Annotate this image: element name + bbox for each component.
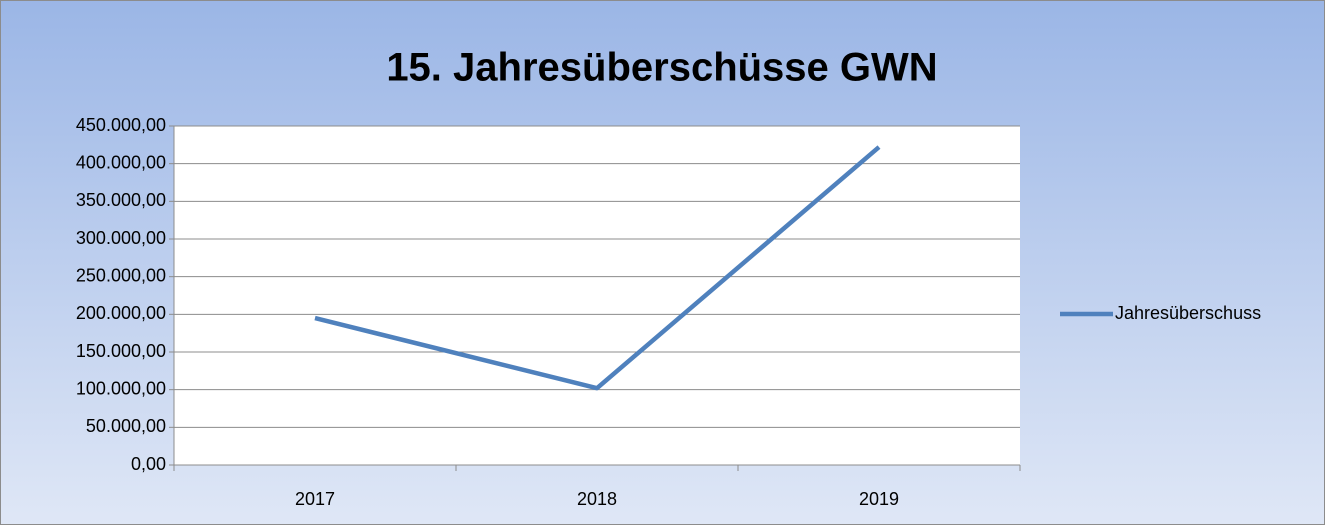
y-tick-label: 300.000,00 [76, 228, 166, 248]
y-tick-label: 350.000,00 [76, 190, 166, 210]
y-tick-label: 450.000,00 [76, 115, 166, 135]
y-tick-label: 200.000,00 [76, 303, 166, 323]
legend-label: Jahresüberschuss [1115, 303, 1261, 323]
series-line [314, 145, 881, 391]
plot-area [174, 126, 1020, 465]
y-tick-label: 150.000,00 [76, 341, 166, 361]
y-tick-label: 250.000,00 [76, 265, 166, 285]
x-tick-label: 2017 [295, 489, 335, 509]
y-tick-label: 0,00 [131, 454, 166, 474]
y-tick-label: 100.000,00 [76, 378, 166, 398]
x-tick-label: 2019 [859, 489, 899, 509]
x-tick-label: 2018 [577, 489, 617, 509]
y-tick-label: 400.000,00 [76, 152, 166, 172]
y-tick-label: 50.000,00 [86, 416, 166, 436]
chart-title: 15. Jahresüberschüsse GWN [386, 46, 937, 90]
